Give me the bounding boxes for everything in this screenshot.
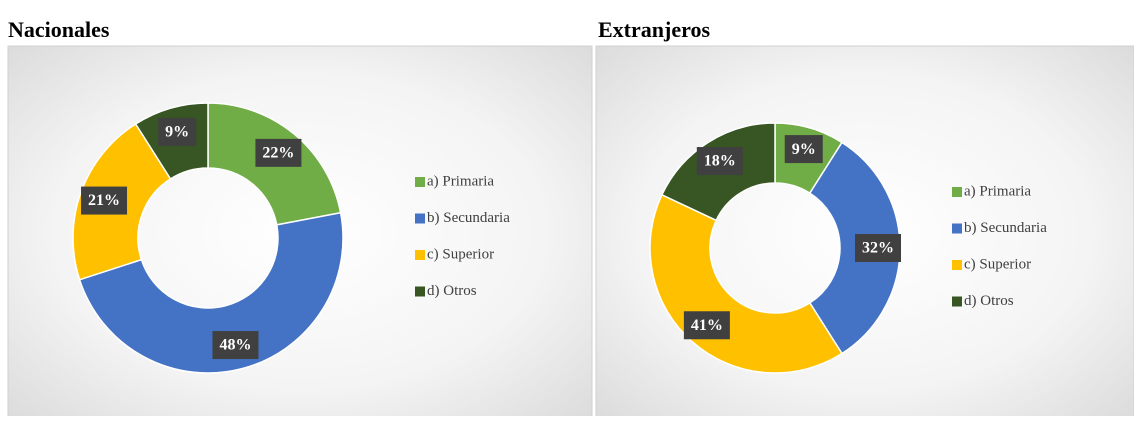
legend-label: b) Secundaria xyxy=(964,220,1047,236)
legend-swatch xyxy=(415,286,425,297)
legend-swatch xyxy=(415,177,425,187)
donut-slice xyxy=(808,141,901,355)
legend-label: b) Secundaria xyxy=(427,210,510,226)
data-label-box xyxy=(683,311,730,340)
data-label: 22% xyxy=(262,145,294,162)
legend-label: c) Superior xyxy=(964,256,1031,272)
legend-label: a) Primaria xyxy=(427,173,494,189)
data-label-box xyxy=(855,234,901,262)
legend-swatch xyxy=(952,260,962,270)
data-label: 9% xyxy=(165,124,189,141)
chart-title: Extranjeros xyxy=(598,17,710,42)
data-label: 48% xyxy=(219,337,251,354)
chart-title: Nacionales xyxy=(8,17,110,42)
legend-label: d) Otros xyxy=(427,283,477,299)
data-label-box xyxy=(158,117,197,146)
data-label: 21% xyxy=(88,192,120,209)
data-label-box xyxy=(212,331,259,360)
data-label-box xyxy=(784,135,823,164)
legend-swatch xyxy=(952,296,962,307)
data-label-box xyxy=(696,147,743,176)
legend-swatch xyxy=(415,250,425,260)
data-label: 9% xyxy=(792,141,816,158)
donut-slice xyxy=(78,211,344,374)
legend-swatch xyxy=(415,213,425,224)
legend-swatch xyxy=(952,187,962,197)
legend-swatch xyxy=(952,223,962,234)
data-label-box xyxy=(255,138,302,167)
legend-label: d) Otros xyxy=(964,293,1014,309)
data-label: 41% xyxy=(691,317,723,334)
data-label: 32% xyxy=(862,240,894,257)
legend-label: c) Superior xyxy=(427,246,494,262)
data-label: 18% xyxy=(704,153,736,170)
legend-label: a) Primaria xyxy=(964,183,1031,199)
data-label-box xyxy=(81,186,128,215)
